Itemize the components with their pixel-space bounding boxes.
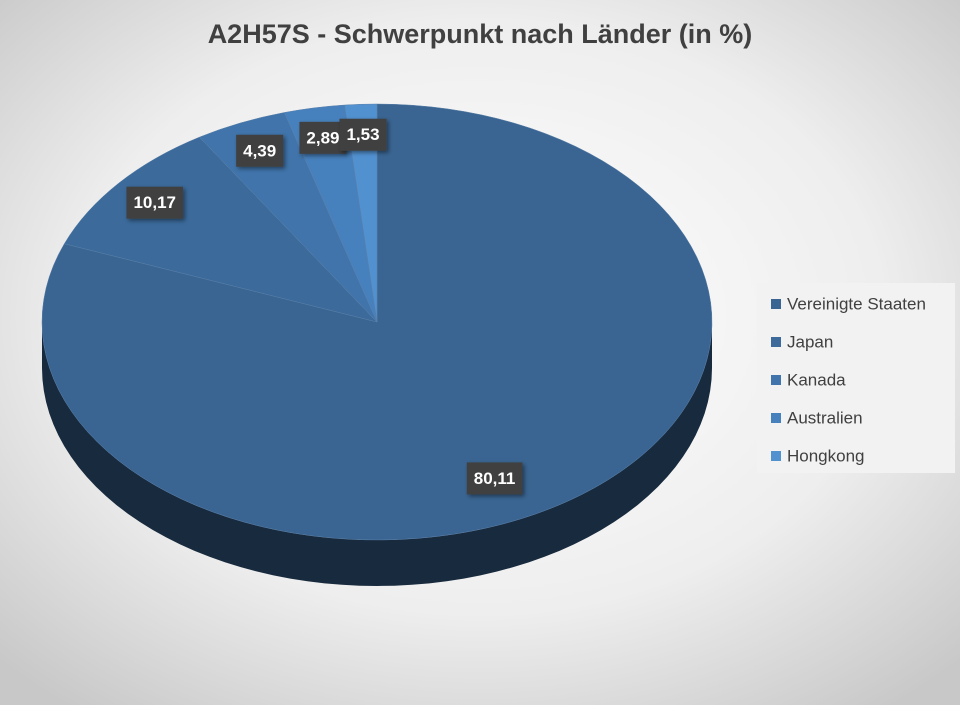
- slice: [41, 103, 713, 541]
- data-label: 10,17: [126, 186, 184, 219]
- legend-swatch: [771, 299, 781, 309]
- data-label-box: [299, 121, 347, 154]
- data-label-text: 1,53: [346, 125, 379, 144]
- legend-swatch: [771, 451, 781, 461]
- data-label: 4,39: [236, 134, 284, 167]
- data-label: 1,53: [339, 118, 387, 151]
- data-label-box: [466, 462, 523, 495]
- legend-swatch: [771, 375, 781, 385]
- slice: [63, 136, 378, 323]
- data-label-text: 80,11: [474, 469, 516, 488]
- legend-label: Kanada: [787, 370, 846, 389]
- slice: [344, 103, 378, 323]
- data-label-box: [126, 186, 184, 219]
- data-label-text: 4,39: [243, 141, 276, 160]
- data-label: 2,89: [299, 121, 347, 154]
- data-label: 80,11: [466, 462, 523, 495]
- legend-swatch: [771, 413, 781, 423]
- legend-label: Hongkong: [787, 446, 865, 465]
- data-label-box: [339, 118, 387, 151]
- legend-label: Australien: [787, 408, 863, 427]
- legend: [757, 283, 955, 473]
- legend-swatch: [771, 337, 781, 347]
- legend-label: Vereinigte Staaten: [787, 294, 926, 313]
- data-label-text: 2,89: [306, 128, 339, 147]
- legend-label: Japan: [787, 332, 833, 351]
- data-label-text: 10,17: [133, 193, 176, 212]
- data-label-box: [236, 134, 284, 167]
- slice-side: [42, 322, 712, 586]
- chart-title: A2H57S - Schwerpunkt nach Länder (in %): [208, 19, 753, 49]
